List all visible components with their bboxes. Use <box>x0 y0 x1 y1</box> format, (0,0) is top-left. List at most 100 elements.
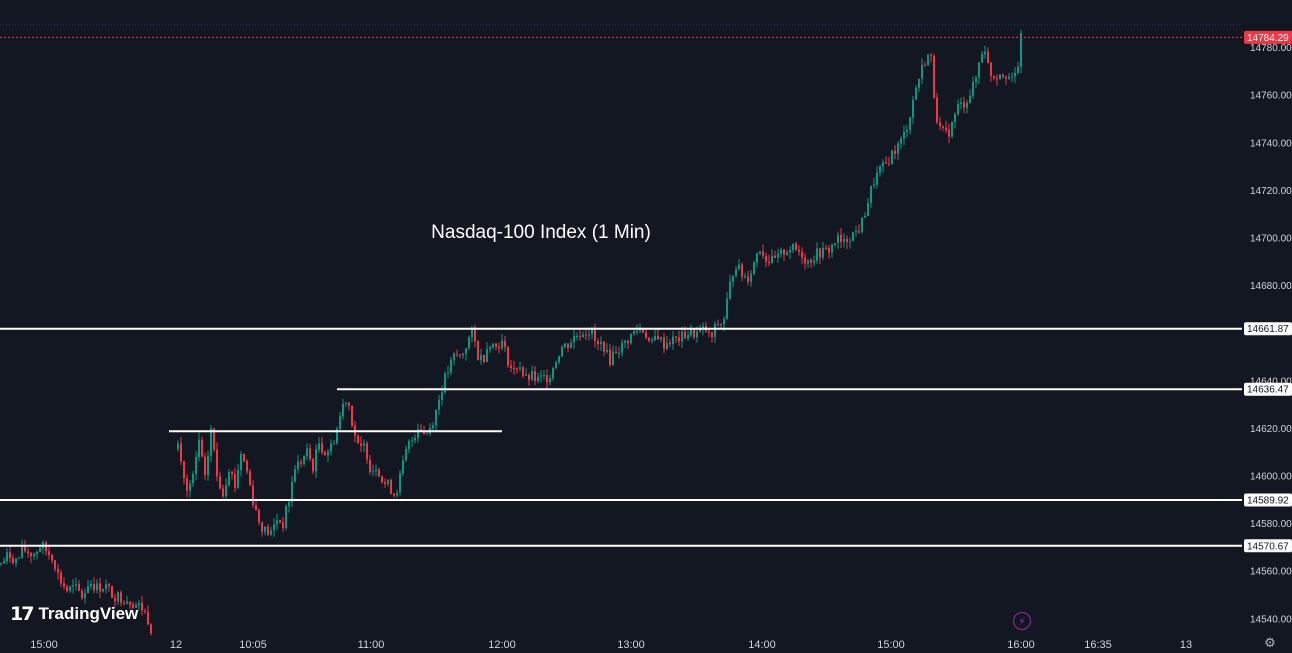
time-tick-label: 15:00 <box>30 639 58 651</box>
time-tick-label: 14:00 <box>748 639 776 651</box>
candle-body <box>816 248 818 261</box>
candle-body <box>240 454 242 471</box>
candle-body <box>990 62 992 76</box>
horizontal-levels[interactable] <box>0 327 1242 547</box>
candle-body <box>60 572 62 584</box>
candle-body <box>849 240 851 242</box>
level-price-labels: 14661.87 14636.47 14589.92 14570.67 <box>1244 322 1292 553</box>
price-tick-label: 14720.00 <box>1250 186 1292 197</box>
candle-body <box>321 443 323 453</box>
candle-body <box>135 605 137 608</box>
candle-body <box>114 597 116 602</box>
candle-body <box>657 336 659 340</box>
candle-body <box>564 343 566 348</box>
candle-body <box>99 583 101 592</box>
candle-body <box>384 482 386 484</box>
candle-body <box>468 337 470 349</box>
candle-body <box>540 375 542 377</box>
candle-body <box>723 319 725 325</box>
candle-body <box>471 327 473 338</box>
candle-body <box>144 610 146 612</box>
candle-body <box>54 560 56 569</box>
candle-body <box>486 349 488 363</box>
price-tick-label: 14780.00 <box>1250 43 1292 54</box>
candle-body <box>699 329 701 332</box>
candle-body <box>228 472 230 486</box>
candle-body <box>612 351 614 366</box>
candle-body <box>660 337 662 340</box>
candle-body <box>426 433 428 435</box>
price-tick-label: 14580.00 <box>1250 519 1292 530</box>
price-axis[interactable]: 14540.00 14560.00 14580.00 14600.00 14620.00… <box>1250 43 1292 625</box>
candle-body <box>936 97 938 123</box>
candle-body <box>795 243 797 250</box>
candle-body <box>390 479 392 494</box>
settings-gear-icon[interactable]: ⚙ <box>1264 636 1276 651</box>
tradingview-logo-text: TradingView <box>38 604 139 623</box>
candle-body <box>843 238 845 242</box>
candle-body <box>996 77 998 79</box>
candle-body <box>303 456 305 464</box>
candle-body <box>738 264 740 270</box>
candle-body <box>63 583 65 587</box>
candle-body <box>78 583 80 591</box>
candle-body <box>675 336 677 338</box>
candle-body <box>807 259 809 264</box>
candle-body <box>348 402 350 406</box>
candle-body <box>105 584 107 589</box>
candle-body <box>96 583 98 591</box>
time-tick-label: 16:00 <box>1007 639 1035 651</box>
candle-body <box>579 335 581 338</box>
candle-body <box>195 456 197 474</box>
tradingview-logo[interactable]: 17 TradingView <box>10 603 138 625</box>
candle-body <box>654 336 656 340</box>
candle-body <box>6 552 8 562</box>
last-price-label: 14784.29 <box>1247 33 1289 44</box>
time-tick-label: 12:00 <box>488 639 516 651</box>
price-tick-label: 14680.00 <box>1250 281 1292 292</box>
candle-body <box>333 443 335 445</box>
candle-body <box>888 163 890 165</box>
time-tick-label: 11:00 <box>358 639 385 651</box>
candle-body <box>225 485 227 497</box>
candle-body <box>111 585 113 598</box>
candle-body <box>885 162 887 164</box>
candle-body <box>84 593 86 599</box>
candle-body <box>141 603 143 611</box>
candle-body <box>342 403 344 417</box>
candle-body <box>300 461 302 464</box>
candle-body <box>690 328 692 336</box>
candle-body <box>636 330 638 332</box>
candle-body <box>24 546 26 552</box>
candle-body <box>552 367 554 379</box>
candle-body <box>750 273 752 282</box>
time-axis[interactable]: 15:00 12 10:05 11:00 12:00 13:00 14:00 15:00 16:… <box>30 639 1192 651</box>
candle-body <box>519 367 521 369</box>
candle-body <box>72 585 74 587</box>
candle-body <box>618 352 620 354</box>
level-label-box <box>1244 382 1292 396</box>
candle-body <box>285 506 287 528</box>
candle-body <box>594 329 596 342</box>
lightning-icon[interactable]: ⚡ <box>1013 612 1031 630</box>
candle-body <box>12 557 14 564</box>
candle-body <box>93 584 95 591</box>
candle-body <box>231 472 233 475</box>
candle-body <box>69 586 71 591</box>
candle-body <box>318 443 320 450</box>
candle-body <box>393 493 395 496</box>
candle-body <box>210 428 212 456</box>
candle-body <box>714 324 716 338</box>
candle-body <box>147 611 149 625</box>
candle-body <box>198 439 200 457</box>
candle-body <box>762 251 764 256</box>
candle-body <box>507 346 509 366</box>
candle-body <box>924 64 926 66</box>
candle-body <box>681 331 683 342</box>
candle-body <box>693 328 695 338</box>
candle-body <box>792 243 794 250</box>
candle-body <box>504 340 506 347</box>
candle-body <box>234 474 236 488</box>
